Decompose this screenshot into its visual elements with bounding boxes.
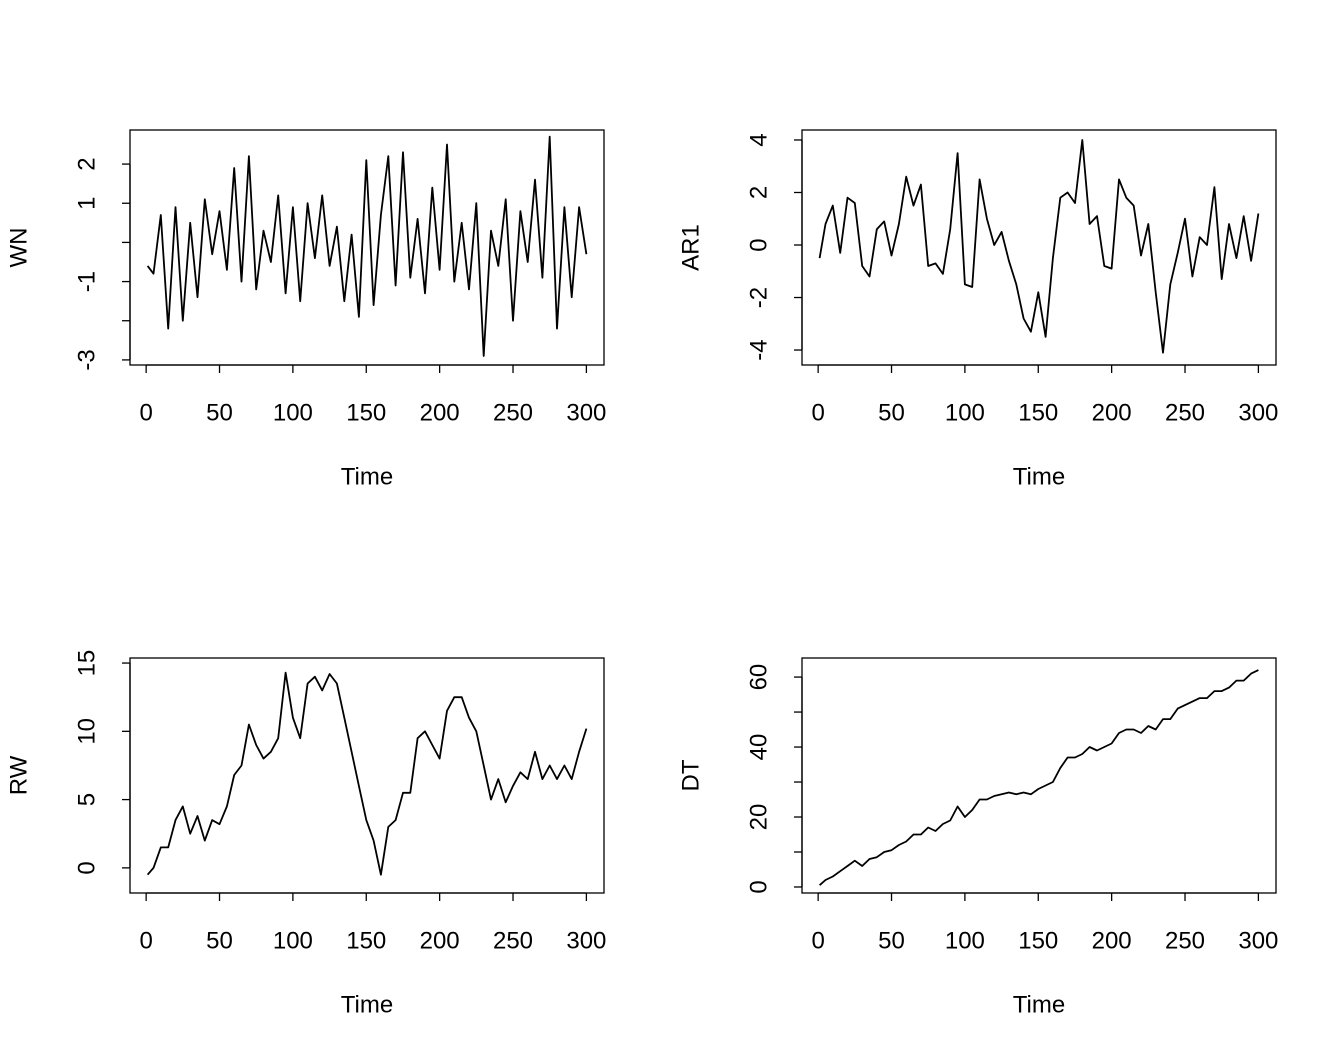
x-axis-label: Time [1013, 463, 1065, 490]
y-tick-label: -1 [73, 271, 100, 292]
x-tick-label: 200 [420, 927, 460, 954]
y-axis-label: AR1 [677, 224, 704, 271]
x-tick-label: 100 [945, 399, 985, 426]
x-tick-label: 250 [493, 399, 533, 426]
y-axis-label: WN [5, 228, 32, 268]
x-tick-label: 300 [1238, 399, 1278, 426]
y-tick-label: 4 [745, 133, 772, 146]
y-axis-label: RW [5, 755, 32, 795]
series-line [146, 135, 588, 357]
series-line [146, 671, 588, 876]
x-tick-label: 200 [420, 399, 460, 426]
x-tick-label: 200 [1092, 927, 1132, 954]
y-tick-label: 15 [73, 650, 100, 677]
x-tick-label: 50 [206, 927, 233, 954]
y-tick-label: 0 [745, 880, 772, 893]
x-tick-label: 250 [1165, 927, 1205, 954]
y-tick-label: 1 [73, 197, 100, 210]
y-tick-label: 0 [73, 861, 100, 874]
y-tick-label: 60 [745, 664, 772, 691]
x-tick-label: 0 [139, 399, 152, 426]
x-axis-label: Time [341, 991, 393, 1018]
plot-box [129, 657, 605, 894]
y-tick-label: -2 [745, 287, 772, 308]
x-tick-label: 300 [1238, 927, 1278, 954]
x-tick-label: 150 [1018, 399, 1058, 426]
y-axis-label: DT [677, 759, 704, 791]
x-tick-label: 150 [346, 399, 386, 426]
series-line [819, 669, 1259, 886]
x-tick-label: 250 [493, 927, 533, 954]
x-tick-label: 0 [139, 927, 152, 954]
x-axis-label: Time [1013, 991, 1065, 1018]
x-tick-label: 200 [1092, 399, 1132, 426]
y-tick-label: 40 [745, 734, 772, 761]
y-tick-label: -4 [745, 339, 772, 360]
x-tick-label: 0 [811, 399, 824, 426]
x-tick-label: 100 [945, 927, 985, 954]
x-tick-label: 150 [1018, 927, 1058, 954]
x-tick-label: 300 [566, 927, 606, 954]
x-tick-label: 100 [273, 399, 313, 426]
y-tick-label: -3 [73, 349, 100, 370]
y-tick-label: 20 [745, 804, 772, 831]
y-tick-label: 2 [745, 186, 772, 199]
x-tick-label: 100 [273, 927, 313, 954]
y-tick-label: 0 [745, 238, 772, 251]
x-tick-label: 150 [346, 927, 386, 954]
x-tick-label: 50 [206, 399, 233, 426]
x-tick-label: 50 [878, 927, 905, 954]
y-tick-label: 2 [73, 157, 100, 170]
x-tick-label: 250 [1165, 399, 1205, 426]
y-tick-label: 5 [73, 793, 100, 806]
x-tick-label: 0 [811, 927, 824, 954]
y-tick-label: 10 [73, 718, 100, 745]
x-tick-label: 300 [566, 399, 606, 426]
x-tick-label: 50 [878, 399, 905, 426]
x-axis-label: Time [341, 463, 393, 490]
series-line [818, 139, 1260, 354]
